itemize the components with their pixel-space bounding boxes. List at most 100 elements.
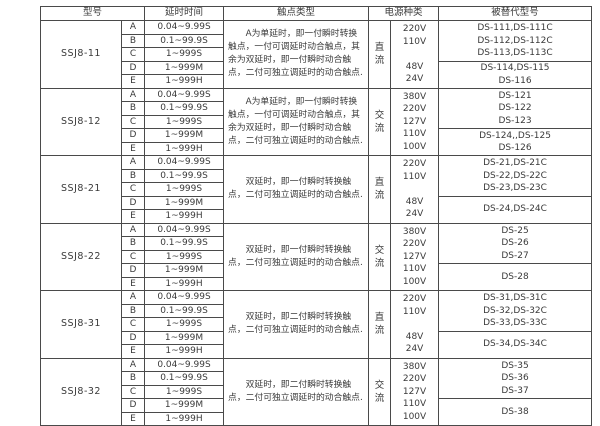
text-line: 48V <box>405 61 424 72</box>
table-row: C 1~999S <box>41 317 592 332</box>
text-line: 220V <box>402 159 427 169</box>
row-letter: A <box>120 155 146 170</box>
delay-value: 1~999S <box>144 182 225 197</box>
text-line: 110V <box>402 36 427 47</box>
voltage-list: 380V 220V 127V 110V 100V <box>390 87 440 156</box>
table-row: SSJ8-12 A 0.04~9.99S A为单延时，即一付瞬时转换触点，一付可调延时… <box>40 87 593 156</box>
text-line: 380V <box>402 361 427 372</box>
delay-value: 1~999H <box>144 209 225 224</box>
text-line: DS-23,DS-23C <box>483 183 547 193</box>
text-line: 127V <box>402 386 427 397</box>
replaced-models-bottom: DS-38 <box>438 398 593 426</box>
replaced-models-bottom: DS-28 <box>438 263 593 291</box>
text-line <box>392 48 438 61</box>
table-row: B 0.1~99.9S <box>41 371 592 386</box>
model-cell: SSJ8-11 <box>40 20 122 89</box>
row-letter: E <box>120 74 146 89</box>
row-letter: D <box>120 330 146 345</box>
model-cell: SSJ8-32 <box>40 357 122 426</box>
delay-value: 0.1~99.9S <box>144 236 225 251</box>
delay-value: 1~999H <box>144 344 225 359</box>
delay-value: 0.04~9.99S <box>144 290 225 305</box>
power-kind: 交流 <box>368 357 392 426</box>
header-row: 型号 延时时间 触点类型 电源种类 被替代型号 <box>39 6 593 21</box>
text-line <box>392 183 438 196</box>
table-row: C 1~999S <box>41 384 592 399</box>
replaced-models-bottom: DS-34,DS-34C <box>438 330 593 359</box>
model-cell: SSJ8-21 <box>40 155 122 224</box>
text-line: 24V <box>405 344 424 354</box>
text-line: 110V <box>402 264 427 274</box>
text-line: DS-22,DS-22C <box>483 170 547 181</box>
delay-value: 1~999H <box>144 141 225 156</box>
table-row: D 1~999M DS-34,DS-34C <box>41 330 593 359</box>
contact-description: A为单延时，即一付瞬时转换触点，一付可调延时动合触点，其余为双延时，即一付瞬时动… <box>223 87 370 156</box>
contact-description: 双延时，即一付瞬时转换触点，二付可独立调延时的动合触点. <box>223 222 370 291</box>
relay-spec-table: 型号 延时时间 触点类型 电源种类 被替代型号 SSJ8-11 A 0.04~9.9… <box>39 6 593 426</box>
delay-value: 0.1~99.9S <box>144 303 225 318</box>
power-kind-char: 流 <box>374 257 385 269</box>
table-row: SSJ8-21 A 0.04~9.99S 双延时，即一付瞬时转换触点，二付可独立调延时… <box>40 155 593 224</box>
delay-value: 1~999S <box>144 47 225 62</box>
power-kind: 直流 <box>368 155 392 224</box>
row-letter: D <box>120 263 146 278</box>
text-line: DS-31,DS-31C <box>483 293 547 303</box>
table-row: D 1~999M DS-28 <box>41 263 593 291</box>
table-row: D 1~999M DS-124,,DS-125 DS-126 <box>41 128 593 156</box>
text-line: DS-32,DS-32C <box>483 305 547 316</box>
text-line: DS-126 <box>498 143 532 153</box>
power-kind-char: 直 <box>374 177 385 189</box>
text-line: 100V <box>402 141 427 152</box>
text-line: 24V <box>405 74 424 84</box>
delay-value: 1~999M <box>144 330 225 345</box>
row-letter: C <box>120 182 146 197</box>
row-letter: C <box>120 317 146 332</box>
table-row: SSJ8-22 A 0.04~9.99S 双延时，即一付瞬时转换触点，二付可独立调延时… <box>40 222 593 291</box>
text-line: 220V <box>402 294 427 304</box>
power-kind: 交流 <box>368 222 392 291</box>
text-line: 24V <box>405 209 424 219</box>
row-letter: E <box>120 344 146 359</box>
table-row: B 0.1~99.9S <box>41 168 592 183</box>
text-line: DS-113,DS-113C <box>477 48 553 58</box>
voltage-list: 220V 110V 48V 24V <box>390 290 440 359</box>
power-kind-char: 交 <box>374 379 385 391</box>
header-contact-type: 触点类型 <box>223 6 370 21</box>
delay-value: 0.04~9.99S <box>144 20 225 35</box>
replaced-models-bottom: DS-114,DS-115 DS-116 <box>438 60 593 89</box>
text-line: 380V <box>402 226 427 237</box>
delay-value: 1~999M <box>144 263 225 278</box>
text-line: 380V <box>402 91 427 102</box>
replaced-models-top: DS-21,DS-21C DS-22,DS-22C DS-23,DS-23C <box>438 155 593 197</box>
text-line: DS-114,DS-115 <box>480 63 550 73</box>
table-row: B 0.1~99.9S <box>41 303 592 318</box>
delay-value: 1~999S <box>144 317 225 332</box>
row-letter: A <box>120 20 146 35</box>
text-line: 48V <box>405 196 424 207</box>
row-letter: D <box>120 398 146 413</box>
table-row: E 1~999H <box>41 141 592 156</box>
power-kind-char: 直 <box>374 312 385 324</box>
text-line: 220V <box>402 24 427 34</box>
power-kind-char: 交 <box>374 244 385 256</box>
replaced-models-bottom: DS-24,DS-24C <box>438 195 593 224</box>
model-cell: SSJ8-22 <box>40 222 122 291</box>
delay-value: 0.04~9.99S <box>144 222 225 237</box>
replaced-models-top: DS-121 DS-122 DS-123 <box>438 87 593 129</box>
delay-value: 1~999S <box>144 249 225 264</box>
contact-text: 双延时，即二付瞬时转换触点，二付可独立调延时的动合触点. <box>228 379 363 403</box>
row-letter: B <box>120 168 146 183</box>
row-letter: E <box>120 209 146 224</box>
text-line: DS-28 <box>501 271 529 282</box>
row-letter: B <box>120 236 146 251</box>
delay-value: 1~999M <box>144 398 225 413</box>
table-row: B 0.1~99.9S <box>41 236 592 251</box>
model-cell: SSJ8-12 <box>40 87 122 156</box>
text-line: 48V <box>405 331 424 342</box>
text-line: DS-37 <box>501 385 529 396</box>
power-kind-char: 流 <box>374 392 385 404</box>
text-line: DS-112,DS-112C <box>477 35 553 46</box>
power-kind: 直流 <box>368 20 392 89</box>
text-line: DS-24,DS-24C <box>483 204 547 215</box>
table-row: B 0.1~99.9S <box>41 101 592 116</box>
